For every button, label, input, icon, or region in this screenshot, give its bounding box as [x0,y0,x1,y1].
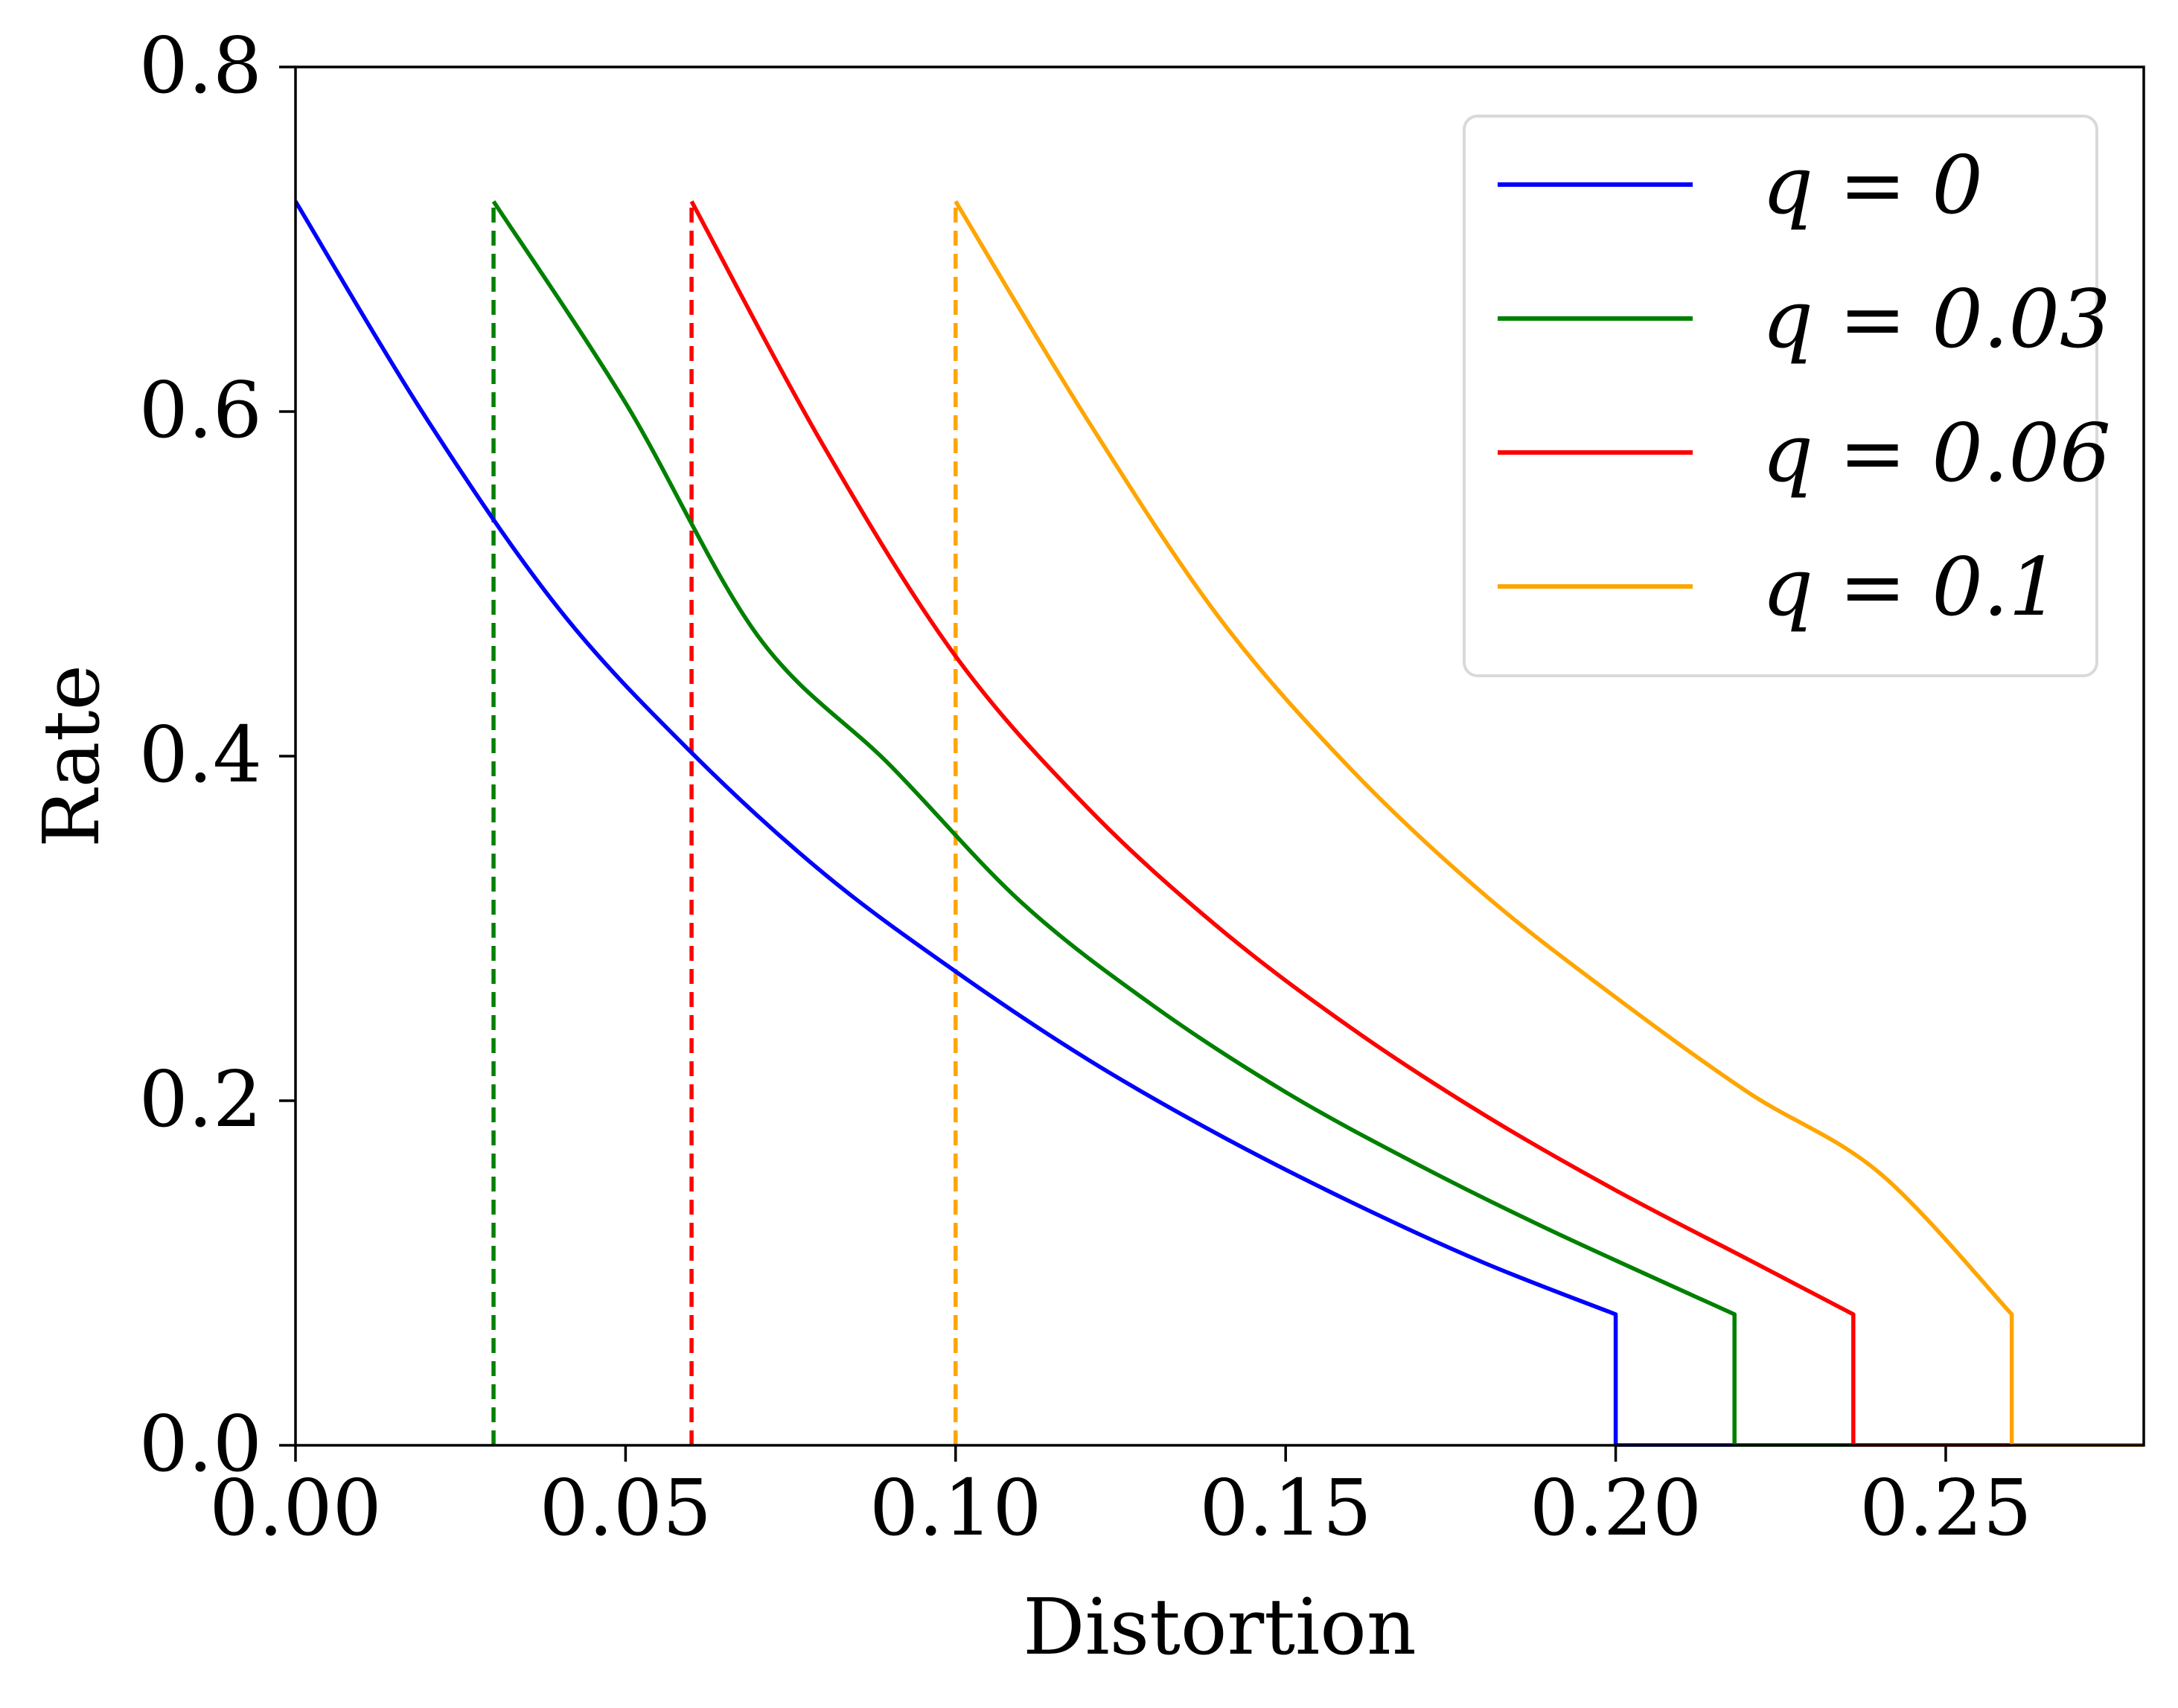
x-axis-label: Distortion [1023,1581,1417,1672]
x-tick-label: 0.20 [1530,1462,1702,1553]
legend-label-0: q = 0 [1762,139,1983,232]
series-line-0 [296,200,2144,1447]
y-axis: 0.0 0.2 0.4 0.6 0.8 [139,20,296,1489]
x-tick-label: 0.25 [1859,1462,2032,1553]
y-axis-label: Rate [26,665,117,848]
x-tick-label: 0.15 [1199,1462,1372,1553]
series-group [296,200,2144,1447]
x-tick-label: 0.00 [209,1462,382,1553]
series-line-2 [689,200,2144,1447]
legend-label-2: q = 0.06 [1762,407,2111,500]
y-tick-label: 0.8 [139,20,262,111]
series-line-3 [954,200,2144,1447]
y-tick-label: 0.4 [139,709,262,800]
legend-label-3: q = 0.1 [1762,541,2060,634]
x-tick-label: 0.05 [540,1462,712,1553]
y-tick-label: 0.0 [139,1398,262,1489]
y-tick-label: 0.2 [139,1054,262,1145]
x-axis: 0.00 0.05 0.10 0.15 0.20 0.25 [209,1445,2032,1553]
series-line-1 [491,200,2144,1447]
x-tick-label: 0.10 [869,1462,1042,1553]
y-tick-label: 0.6 [139,365,262,455]
legend-label-1: q = 0.03 [1762,273,2111,366]
legend: q = 0 q = 0.03 q = 0.06 q = 0.1 [1463,115,2111,677]
legend-box [1463,115,2098,677]
